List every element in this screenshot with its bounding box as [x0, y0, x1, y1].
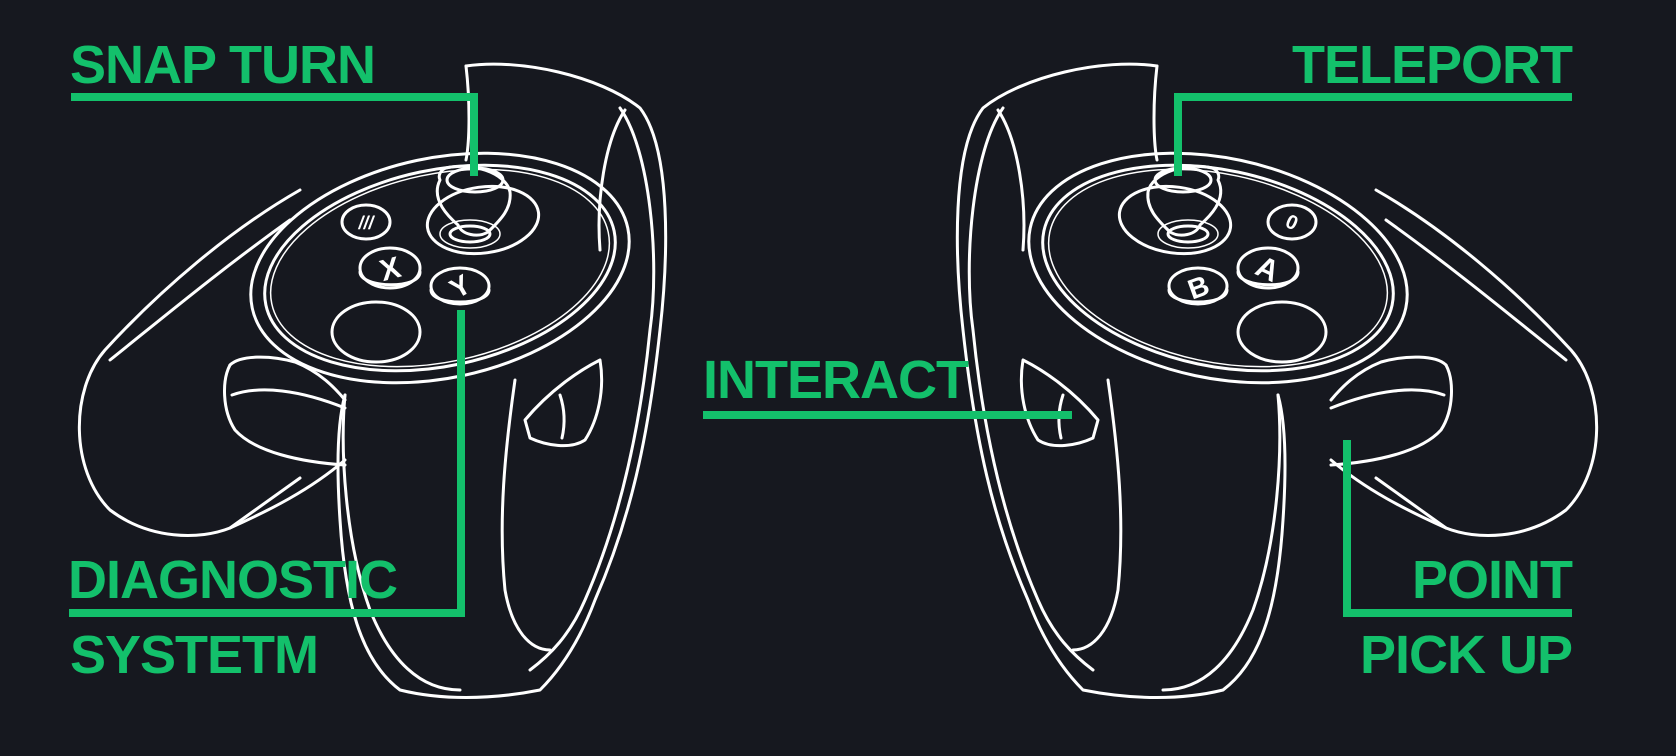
left-tracking-ring	[336, 62, 668, 699]
right-controller	[955, 62, 1599, 699]
y-glyph: Y	[444, 268, 476, 304]
teleport-leader	[1174, 93, 1572, 176]
snap-turn-label: SNAP TURN	[70, 35, 376, 95]
oculus-glyph: 0	[1282, 211, 1301, 236]
right-side-grip	[1329, 363, 1453, 467]
left-wing	[77, 188, 347, 537]
point-label: POINT	[1411, 550, 1573, 610]
right-grip	[1161, 393, 1282, 692]
left-thumb-rest	[330, 300, 422, 364]
a-button[interactable]	[1236, 246, 1300, 290]
diagnostic-label-line1: DIAGNOSTIC	[68, 550, 398, 610]
left-grip	[341, 393, 462, 692]
right-wing	[1329, 188, 1599, 537]
interact-label: INTERACT	[703, 350, 969, 410]
left-menu-glyph: ///	[357, 213, 375, 233]
left-thumbstick-base	[425, 184, 541, 256]
diagnostic-label-line2: SYSTETM	[70, 625, 319, 685]
b-button[interactable]	[1167, 266, 1229, 306]
right-thumb-rest	[1236, 300, 1328, 364]
point-leader	[1343, 440, 1572, 617]
teleport-label: TELEPORT	[1291, 35, 1573, 95]
diagnostic-leader	[69, 310, 465, 617]
left-thumbstick	[435, 164, 512, 237]
right-trigger	[1019, 358, 1100, 448]
x-button[interactable]	[358, 246, 422, 290]
left-face-plate	[249, 151, 631, 385]
left-menu-button[interactable]	[340, 203, 392, 241]
oculus-button[interactable]	[1266, 203, 1318, 241]
right-face-plate	[1027, 151, 1409, 385]
pick-up-label: PICK UP	[1359, 625, 1573, 685]
right-tracking-ring-inner	[967, 106, 1095, 672]
right-thumbstick-base	[1117, 184, 1233, 256]
x-glyph: X	[376, 251, 404, 288]
y-button[interactable]	[429, 266, 491, 306]
left-tracking-ring-inner	[528, 106, 656, 672]
left-trigger	[523, 358, 604, 448]
snap-turn-leader	[71, 93, 478, 176]
left-side-grip	[223, 363, 347, 467]
right-thumbstick	[1146, 164, 1223, 237]
right-tracking-ring	[955, 62, 1287, 699]
